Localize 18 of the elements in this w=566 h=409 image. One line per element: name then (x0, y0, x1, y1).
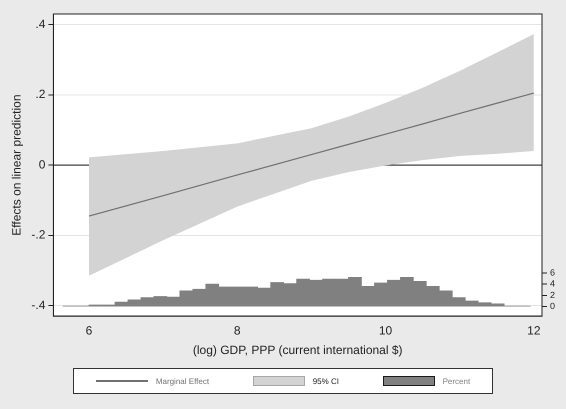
text: 95% CI (312, 376, 339, 386)
y2-tick-label: 0 (550, 301, 556, 312)
y-tick-label: .4 (35, 16, 46, 31)
y-axis-title: Effects on linear prediction (10, 94, 24, 236)
x-tick-label: 8 (234, 324, 241, 338)
x-tick-label: 10 (378, 324, 393, 338)
y2-tick-label: 2 (550, 290, 556, 300)
y-tick-label: 0 (38, 157, 46, 172)
text: Percent (442, 376, 470, 386)
x-axis-title: (log) GDP, PPP (current international $) (192, 343, 403, 358)
x-tick-label: 6 (86, 324, 93, 338)
x-tick-label: 12 (527, 324, 541, 338)
y2-tick-label: 6 (550, 267, 556, 278)
text: Marginal Effect (156, 376, 210, 386)
y-tick-label: .2 (35, 87, 46, 102)
y-tick-label: -.2 (31, 228, 46, 242)
y-tick-label: -.4 (31, 298, 46, 312)
y2-tick-label: 4 (550, 278, 556, 289)
